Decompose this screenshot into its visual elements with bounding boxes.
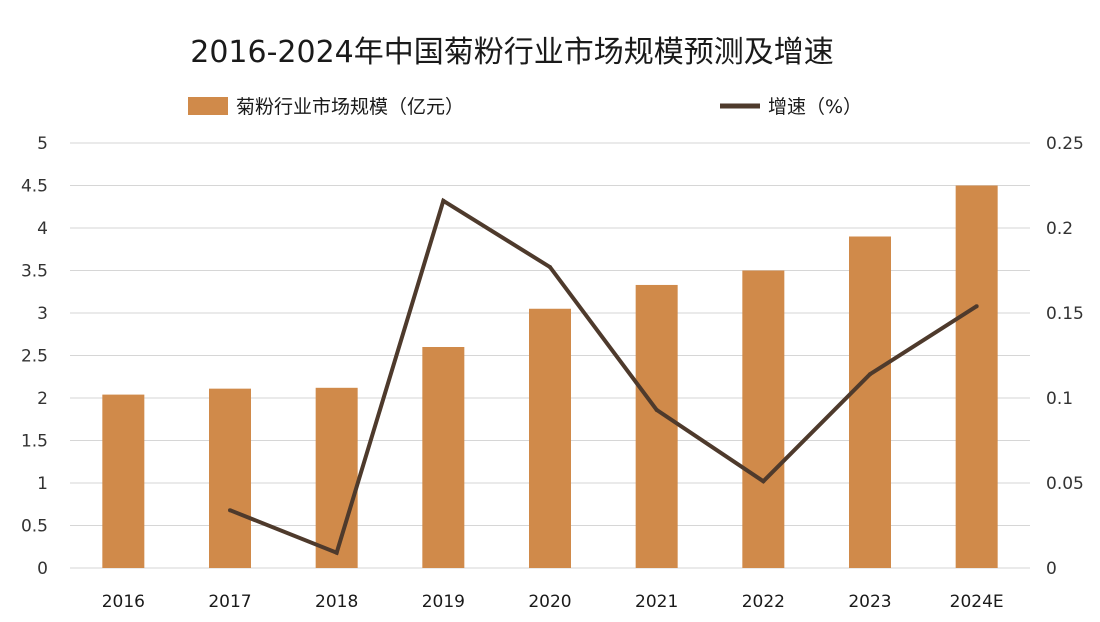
left-axis-tick-label: 3.5 bbox=[21, 262, 48, 282]
growth-point-2024E bbox=[974, 304, 979, 309]
growth-point-2023 bbox=[868, 372, 872, 377]
growth-point-2018 bbox=[334, 550, 339, 555]
bar-2023 bbox=[849, 236, 891, 568]
right-axis-tick-label: 0.2 bbox=[1046, 219, 1073, 239]
growth-point-2019 bbox=[441, 198, 446, 203]
left-axis-ticks: 0 0.5 1 1.5 2 2.5 3 3.5 4 4.5 5 bbox=[21, 134, 48, 579]
right-axis-tick-label: 0 bbox=[1046, 559, 1057, 579]
x-axis-tick-label: 2016 bbox=[102, 592, 145, 612]
bar-2022 bbox=[742, 270, 785, 568]
right-axis-tick-label: 0.25 bbox=[1046, 134, 1084, 154]
left-axis-tick-label: 4.5 bbox=[21, 177, 48, 197]
legend: 菊粉行业市场规模（亿元） 增速（%） bbox=[188, 96, 862, 118]
chart-title: 2016-2024年中国菊粉行业市场规模预测及增速 bbox=[190, 35, 834, 70]
left-axis-tick-label: 0.5 bbox=[21, 517, 48, 537]
line-series bbox=[228, 197, 979, 556]
right-axis-ticks: 0 0.05 0.1 0.15 0.2 0.25 bbox=[1046, 134, 1084, 579]
bar-2018 bbox=[315, 387, 358, 568]
growth-point-2022 bbox=[761, 479, 766, 484]
right-axis-tick-label: 0.1 bbox=[1046, 389, 1073, 409]
left-axis-tick-label: 4 bbox=[37, 219, 48, 239]
x-axis-tick-label: 2021 bbox=[635, 592, 678, 612]
bar-2019 bbox=[422, 347, 465, 568]
growth-line bbox=[229, 197, 978, 556]
x-axis-tick-label: 2023 bbox=[848, 592, 891, 612]
legend-bar-label: 菊粉行业市场规模（亿元） bbox=[236, 96, 464, 118]
x-axis-ticks: 2016 2017 2018 2019 2020 2021 2022 2023 2024E bbox=[102, 592, 1004, 612]
bar-series bbox=[102, 185, 998, 568]
left-axis-tick-label: 1.5 bbox=[21, 432, 48, 452]
left-axis-tick-label: 3 bbox=[37, 304, 48, 324]
bar-2020 bbox=[529, 308, 571, 568]
growth-point-2021 bbox=[654, 407, 659, 412]
left-axis-tick-label: 0 bbox=[37, 559, 48, 579]
left-axis-tick-label: 1 bbox=[37, 474, 48, 494]
left-axis-tick-label: 2.5 bbox=[21, 347, 48, 367]
right-axis-tick-label: 0.15 bbox=[1046, 304, 1084, 324]
left-axis-tick-label: 2 bbox=[37, 389, 48, 409]
growth-point-2020 bbox=[548, 265, 552, 270]
legend-bar-swatch bbox=[188, 97, 228, 115]
legend-line-label: 增速（%） bbox=[768, 96, 862, 118]
bar-2024E bbox=[955, 185, 998, 568]
growth-point-2017 bbox=[228, 508, 232, 513]
x-axis-tick-label: 2024E bbox=[950, 592, 1004, 612]
bar-2021 bbox=[635, 284, 678, 568]
x-axis-tick-label: 2022 bbox=[742, 592, 785, 612]
x-axis-tick-label: 2017 bbox=[208, 592, 251, 612]
left-axis-tick-label: 5 bbox=[37, 134, 48, 154]
bar-2017 bbox=[209, 388, 251, 568]
x-axis-tick-label: 2018 bbox=[315, 592, 358, 612]
x-axis-tick-label: 2020 bbox=[528, 592, 571, 612]
x-axis-tick-label: 2019 bbox=[422, 592, 465, 612]
bar-2016 bbox=[102, 394, 145, 568]
right-axis-tick-label: 0.05 bbox=[1046, 474, 1084, 494]
